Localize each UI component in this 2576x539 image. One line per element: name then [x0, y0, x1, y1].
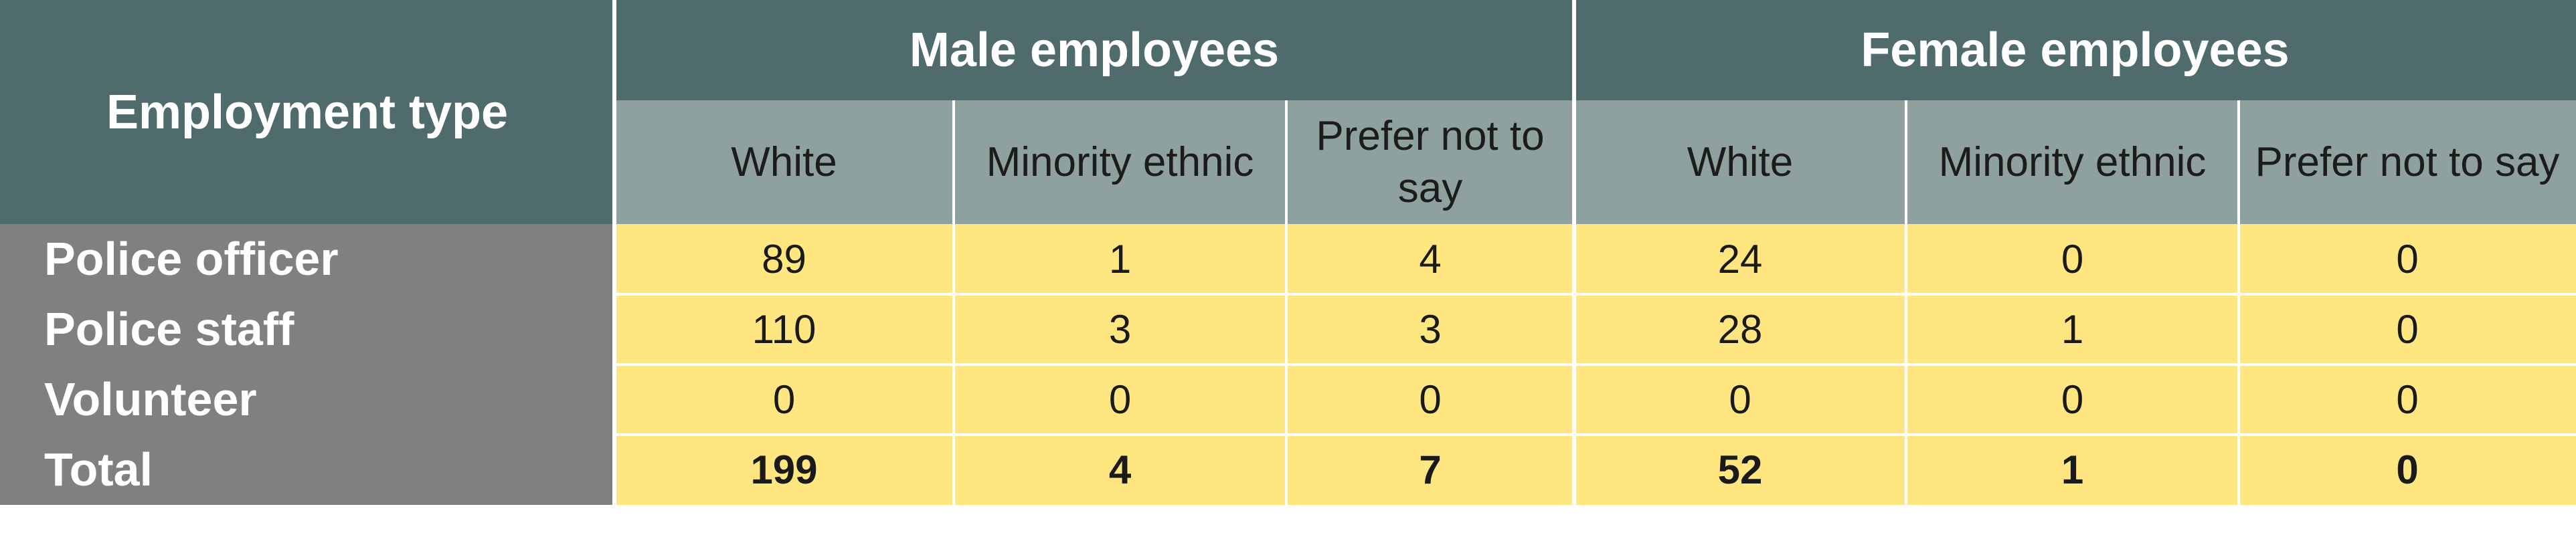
- corner-header-employment-type: Employment type: [0, 0, 614, 224]
- cell-police-officer-female-minority-ethnic: 0: [1906, 224, 2239, 294]
- cell-police-staff-male-minority-ethnic: 3: [954, 294, 1286, 364]
- cell-total-female-prefer-not-to-say: 0: [2239, 435, 2576, 505]
- cell-total-male-minority-ethnic: 4: [954, 435, 1286, 505]
- cell-volunteer-male-prefer-not-to-say: 0: [1286, 364, 1574, 435]
- column-divider: [1285, 100, 1288, 505]
- row-divider: [614, 293, 2576, 296]
- cell-volunteer-female-white: 0: [1574, 364, 1906, 435]
- cell-volunteer-male-white: 0: [614, 364, 954, 435]
- cell-total-female-white: 52: [1574, 435, 1906, 505]
- cell-police-officer-male-prefer-not-to-say: 4: [1286, 224, 1574, 294]
- cell-police-officer-female-prefer-not-to-say: 0: [2239, 224, 2576, 294]
- row-divider: [614, 363, 2576, 366]
- subheader-female-prefer-not-to-say: Prefer not to say: [2239, 100, 2576, 224]
- column-divider: [952, 100, 955, 505]
- cell-total-male-white: 199: [614, 435, 954, 505]
- cell-total-male-prefer-not-to-say: 7: [1286, 435, 1574, 505]
- subheader-male-prefer-not-to-say: Prefer not to say: [1286, 100, 1574, 224]
- column-divider: [612, 0, 616, 505]
- column-divider: [1572, 0, 1576, 505]
- group-header-female-employees: Female employees: [1574, 0, 2576, 100]
- subheader-male-white: White: [614, 100, 954, 224]
- cell-total-female-minority-ethnic: 1: [1906, 435, 2239, 505]
- cell-volunteer-male-minority-ethnic: 0: [954, 364, 1286, 435]
- cell-volunteer-female-prefer-not-to-say: 0: [2239, 364, 2576, 435]
- column-divider: [1905, 100, 1907, 505]
- cell-police-officer-female-white: 24: [1574, 224, 1906, 294]
- row-label-volunteer: Volunteer: [0, 364, 614, 435]
- cell-police-staff-male-white: 110: [614, 294, 954, 364]
- row-label-police-staff: Police staff: [0, 294, 614, 364]
- column-divider: [2237, 100, 2240, 505]
- cell-police-officer-male-minority-ethnic: 1: [954, 224, 1286, 294]
- subheader-female-minority-ethnic: Minority ethnic: [1906, 100, 2239, 224]
- group-header-male-employees: Male employees: [614, 0, 1574, 100]
- cell-police-staff-female-white: 28: [1574, 294, 1906, 364]
- cell-police-staff-male-prefer-not-to-say: 3: [1286, 294, 1574, 364]
- cell-police-officer-male-white: 89: [614, 224, 954, 294]
- row-divider: [614, 433, 2576, 436]
- cell-police-staff-female-minority-ethnic: 1: [1906, 294, 2239, 364]
- row-label-police-officer: Police officer: [0, 224, 614, 294]
- subheader-male-minority-ethnic: Minority ethnic: [954, 100, 1286, 224]
- cell-volunteer-female-minority-ethnic: 0: [1906, 364, 2239, 435]
- row-label-total: Total: [0, 435, 614, 505]
- cell-police-staff-female-prefer-not-to-say: 0: [2239, 294, 2576, 364]
- subheader-female-white: White: [1574, 100, 1906, 224]
